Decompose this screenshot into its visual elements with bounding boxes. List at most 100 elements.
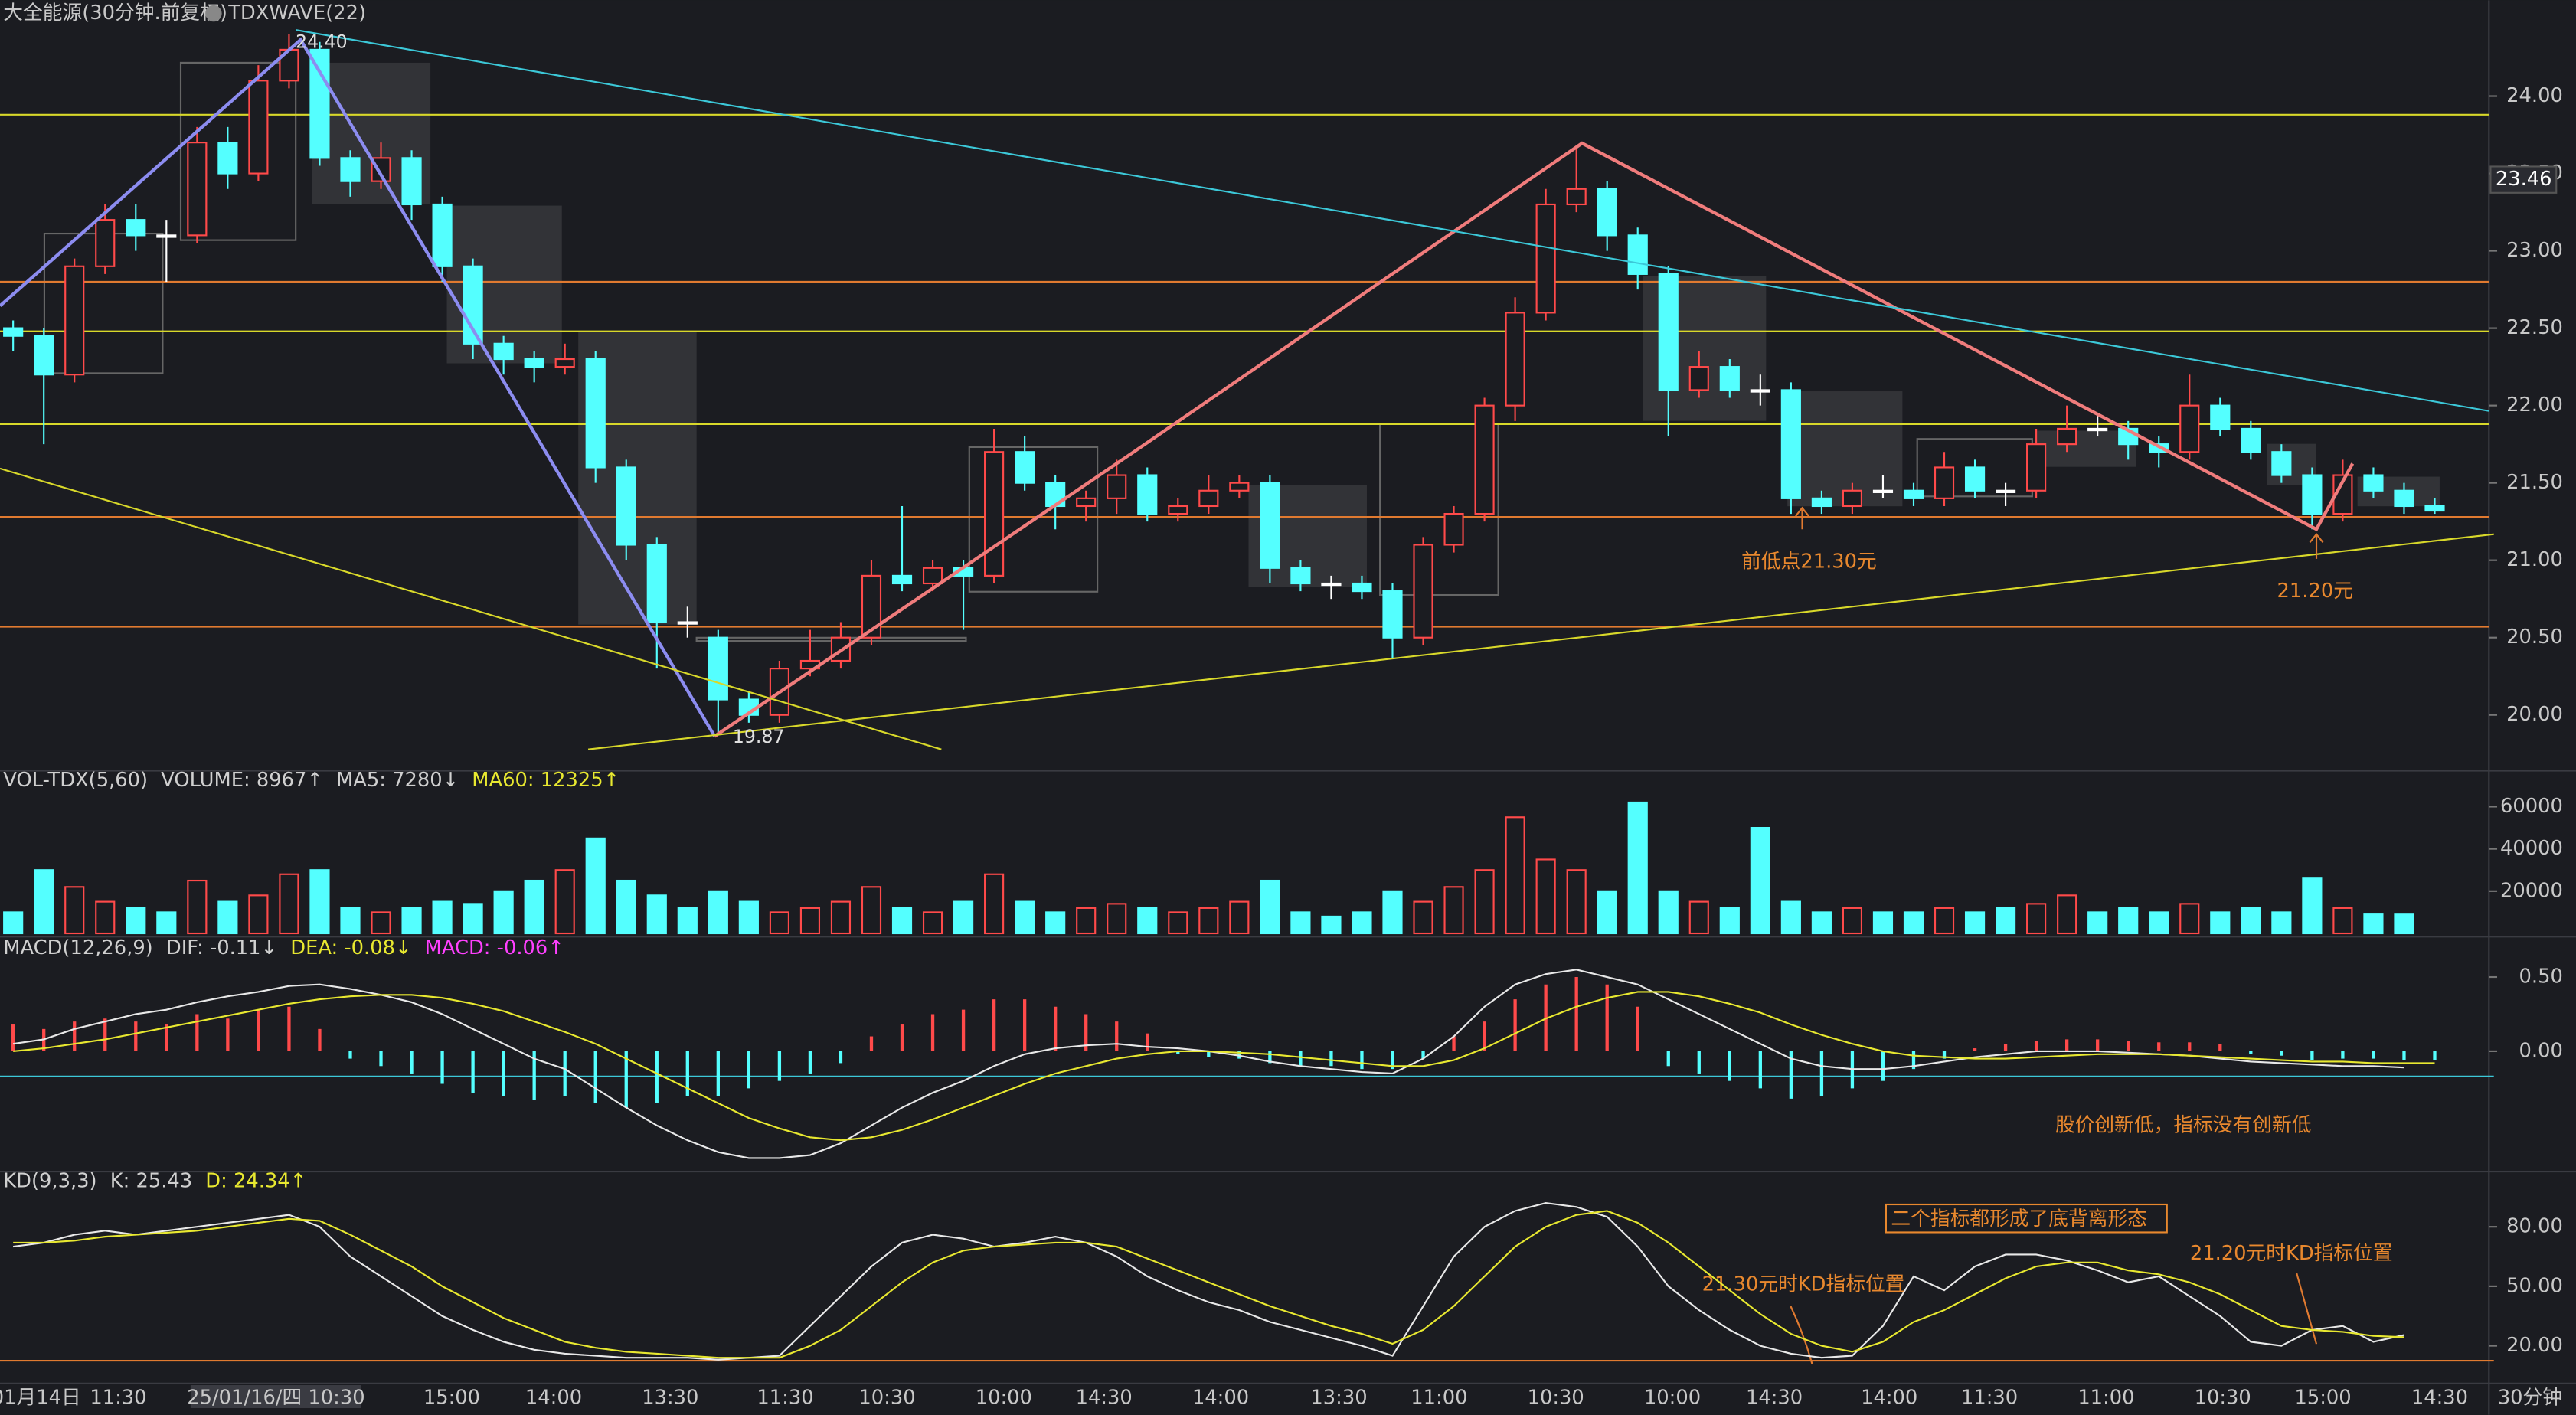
candle-body (34, 335, 54, 376)
volume-bar (922, 911, 943, 935)
y-tick-label: 22.00 (2506, 394, 2563, 417)
x-tick-label: 14:00 (1861, 1387, 1917, 1410)
candle-body (1076, 497, 1097, 508)
volume-bar (1015, 900, 1035, 935)
volume-bar (738, 900, 759, 935)
candle-body (432, 203, 453, 267)
volume-bar (2149, 911, 2169, 935)
candle-body (2424, 505, 2445, 512)
candle-body (1015, 451, 1035, 484)
candle-body (1229, 482, 1250, 492)
volume-bar (1229, 900, 1250, 935)
candle-body (524, 358, 544, 368)
volume-bar (1872, 911, 1894, 935)
volume-bar (1811, 911, 1832, 935)
x-tick-label: 01月14日 (0, 1387, 81, 1410)
candle-body (1413, 544, 1433, 639)
volume-bar (156, 911, 177, 935)
volume-bar (1658, 890, 1679, 935)
x-tick-label: 13:30 (1310, 1387, 1367, 1410)
volume-bar (1045, 911, 1066, 935)
candle-body (2241, 427, 2261, 453)
x-tick-label: 15:00 (423, 1387, 480, 1410)
volume-bar (2394, 913, 2414, 935)
volume-bar (616, 879, 636, 935)
legend-entry: K: 25.43 (110, 1169, 192, 1192)
volume-bar (2179, 903, 2200, 935)
volume-bar (279, 873, 299, 935)
candle-body (2394, 489, 2414, 508)
x-tick-label: 25/01/16/四 10:30 (187, 1387, 364, 1410)
volume-bar (1137, 907, 1158, 935)
volume-bar (2271, 911, 2292, 935)
volume-bar (309, 869, 330, 935)
volume-bar (340, 907, 361, 935)
both-note: 二个指标都形成了底背离形态 (1891, 1207, 2147, 1230)
candle-body (156, 234, 177, 238)
candle-body (1168, 505, 1188, 515)
y-tick-label: 20.00 (2506, 1334, 2563, 1357)
volume-bar (1842, 907, 1863, 935)
candle-body (3, 327, 24, 337)
volume-bar (2210, 911, 2231, 935)
volume-bar (1903, 911, 1924, 935)
candle-body (1107, 474, 1127, 499)
candle-body (1260, 482, 1280, 569)
volume-bar (1076, 907, 1097, 935)
candle-body (1290, 567, 1311, 585)
x-tick-label: 10:00 (1644, 1387, 1701, 1410)
candle-body (1566, 188, 1587, 206)
volume-bar (646, 894, 667, 935)
candle-body (585, 358, 606, 469)
kd-note-1: 21.30元时KD指标位置 (1702, 1273, 1905, 1296)
legend-entry: D: 24.34↑ (205, 1169, 306, 1192)
candle-body (554, 358, 575, 368)
volume-bar (708, 890, 728, 935)
volume-bar (1168, 911, 1188, 935)
volume-bar (217, 900, 238, 935)
candle-body (64, 265, 85, 376)
legend-entry: KD(9,3,3) (3, 1169, 96, 1192)
indicator-line (13, 991, 2435, 1142)
x-tick-label: 10:30 (1528, 1387, 1584, 1410)
legend-entry: MACD(12,26,9) (3, 936, 152, 959)
candle-body (984, 451, 1005, 577)
volume-bar (1780, 900, 1801, 935)
volume-bar (1566, 869, 1587, 935)
volume-bar (1260, 879, 1280, 935)
candle-body (1198, 489, 1219, 508)
volume-bar (34, 869, 54, 935)
candle-body (401, 157, 422, 206)
volume-bar (1505, 816, 1525, 935)
volume-bar (984, 873, 1005, 935)
candle-body (2087, 427, 2108, 432)
x-tick-label: 14:30 (1746, 1387, 1803, 1410)
candle-body (95, 219, 116, 267)
volume-bar (1627, 801, 1648, 935)
candle-body (1443, 512, 1464, 546)
candle-body (1137, 474, 1158, 515)
volume-bar (953, 900, 974, 935)
volume-bar (1964, 911, 1986, 935)
volume-bar (891, 907, 913, 935)
volume-bar (585, 837, 606, 935)
volume-bar (2118, 907, 2139, 935)
legend-entry: MA60: 12325↑ (472, 769, 619, 792)
indicator-line (13, 1210, 2404, 1359)
note-box (1885, 1203, 2168, 1234)
candle-body (2179, 404, 2200, 453)
y-tick-label: 21.00 (2506, 548, 2563, 571)
legend-entry: VOLUME: 8967↑ (161, 769, 323, 792)
candle-body (340, 157, 361, 182)
candle-body (309, 48, 330, 159)
candle-body (677, 621, 698, 625)
indicator-name: TDXWAVE(22) (227, 2, 366, 25)
y-tick-label: 0.50 (2519, 966, 2563, 989)
candle-body (1996, 489, 2016, 493)
candle-body (616, 466, 636, 546)
volume-bar (3, 911, 24, 935)
candle-body (1658, 273, 1679, 391)
y-tick-label: 0.00 (2519, 1039, 2563, 1062)
